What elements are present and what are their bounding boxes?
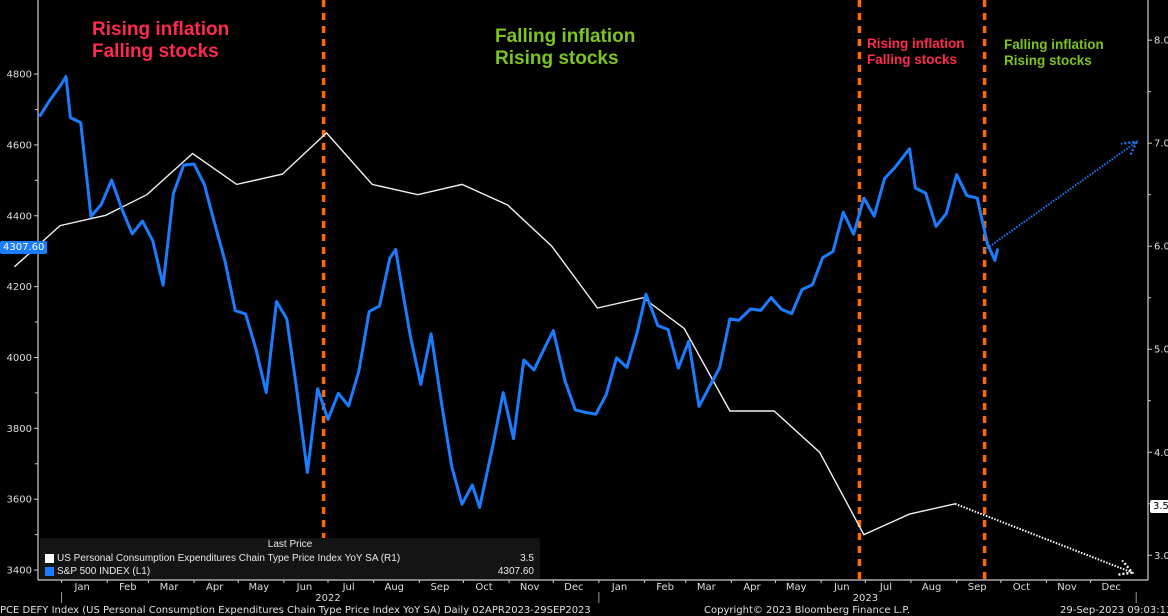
- legend-swatch-spx: [45, 567, 54, 576]
- x-tick-label-month: Apr: [206, 582, 224, 593]
- x-tick-label-year: 2022: [315, 593, 340, 604]
- footer-copyright: Copyright© 2023 Bloomberg Finance L.P.: [704, 605, 911, 616]
- legend-value: 4307.60: [497, 566, 534, 577]
- legend-label: S&P 500 INDEX (L1): [57, 566, 151, 577]
- x-tick-label-month: Jul: [879, 582, 892, 593]
- axes: 3400 3600 3800 4000 4200 4400 4600 4800 3.0 4.0 5.…: [7, 0, 1168, 604]
- legend-swatch-pce: [45, 554, 54, 563]
- vertical-markers: [321, 0, 987, 580]
- x-tick-label-month: Jun: [296, 582, 313, 593]
- left-tick-label: 4400: [7, 211, 32, 222]
- x-tick-label-month: Dec: [564, 582, 583, 593]
- left-tick-label: 3400: [7, 566, 32, 577]
- annotation-2-line1: Falling inflation: [495, 26, 636, 47]
- x-tick-label-month: Mar: [697, 582, 717, 593]
- legend-label: US Personal Consumption Expenditures Cha…: [57, 553, 401, 564]
- annotation-4: Falling inflation Rising stocks: [1004, 37, 1104, 68]
- left-tick-label: 4200: [7, 282, 32, 293]
- left-tick-label: 4000: [7, 353, 32, 364]
- x-tick-label-month: Jan: [611, 582, 627, 593]
- x-tick-label-month: Apr: [743, 582, 761, 593]
- x-tick-label-month: Nov: [520, 582, 540, 593]
- x-tick-label-month: Nov: [1057, 582, 1077, 593]
- annotation-2: Falling inflation Rising stocks: [495, 26, 635, 70]
- x-tick-label-month: May: [248, 582, 269, 593]
- footer-security-description: PCE DEFY Index (US Personal Consumption …: [0, 605, 591, 616]
- left-tick-label: 4600: [7, 140, 32, 151]
- legend-value: 3.5: [520, 553, 534, 564]
- right-tick-label: 3.0: [1154, 551, 1168, 562]
- spx-forecast-arrow: [984, 143, 1135, 251]
- left-last-price-badge: 4307.60: [0, 241, 48, 254]
- legend-item-pce: US Personal Consumption Expenditures Cha…: [45, 552, 534, 565]
- right-tick-label: 5.0: [1154, 345, 1168, 356]
- annotation-3-line2: Falling stocks: [867, 51, 958, 67]
- x-tick-label-month: Sep: [968, 582, 987, 593]
- x-tick-label-month: Dec: [1102, 582, 1121, 593]
- annotation-2-line2: Rising stocks: [495, 47, 619, 69]
- annotation-4-line1: Falling inflation: [1004, 37, 1104, 52]
- x-tick-label-month: Mar: [160, 582, 180, 593]
- annotation-3: Rising inflation Falling stocks: [867, 36, 965, 67]
- right-last-price-badge: 3.5: [1150, 500, 1168, 513]
- x-tick-label-month: Feb: [656, 582, 674, 593]
- annotation-1: Rising inflation Falling stocks: [92, 19, 229, 63]
- annotation-1-line2: Falling stocks: [92, 40, 219, 62]
- x-tick-label-month: May: [786, 582, 807, 593]
- x-tick-label-year: 2023: [853, 593, 878, 604]
- x-tick-label-month: Oct: [1013, 582, 1030, 593]
- series: [13, 75, 1135, 572]
- pce-line: [13, 131, 956, 536]
- x-tick-label-month: Oct: [475, 582, 492, 593]
- right-tick-label: 6.0: [1154, 242, 1168, 253]
- legend-item-spx: S&P 500 INDEX (L1) 4307.60: [45, 565, 534, 578]
- x-tick-label-month: Jan: [73, 582, 89, 593]
- legend-header: Last Price: [267, 539, 313, 550]
- x-tick-label-month: Aug: [922, 582, 942, 593]
- right-tick-label: 4.0: [1154, 448, 1168, 459]
- x-tick-label-month: Jul: [342, 582, 355, 593]
- annotation-4-line2: Rising stocks: [1004, 52, 1092, 68]
- x-tick-label-month: Sep: [430, 582, 449, 593]
- right-tick-label: 8.0: [1154, 36, 1168, 47]
- x-tick-label-month: Feb: [119, 582, 137, 593]
- annotation-1-line1: Rising inflation: [92, 19, 230, 40]
- right-tick-label: 7.0: [1154, 139, 1168, 150]
- left-tick-label: 3600: [7, 495, 32, 506]
- x-tick-label-month: Aug: [384, 582, 404, 593]
- left-tick-label: 4800: [7, 70, 32, 81]
- x-tick-label-month: Jun: [833, 582, 850, 593]
- annotation-3-line1: Rising inflation: [867, 36, 965, 51]
- footer-timestamp: 29-Sep-2023 09:03:13: [1060, 605, 1168, 616]
- spx-line: [38, 75, 1000, 509]
- pce-forecast-arrow: [954, 502, 1130, 572]
- legend: Last Price US Personal Consumption Expen…: [40, 538, 540, 579]
- left-tick-label: 3800: [7, 424, 32, 435]
